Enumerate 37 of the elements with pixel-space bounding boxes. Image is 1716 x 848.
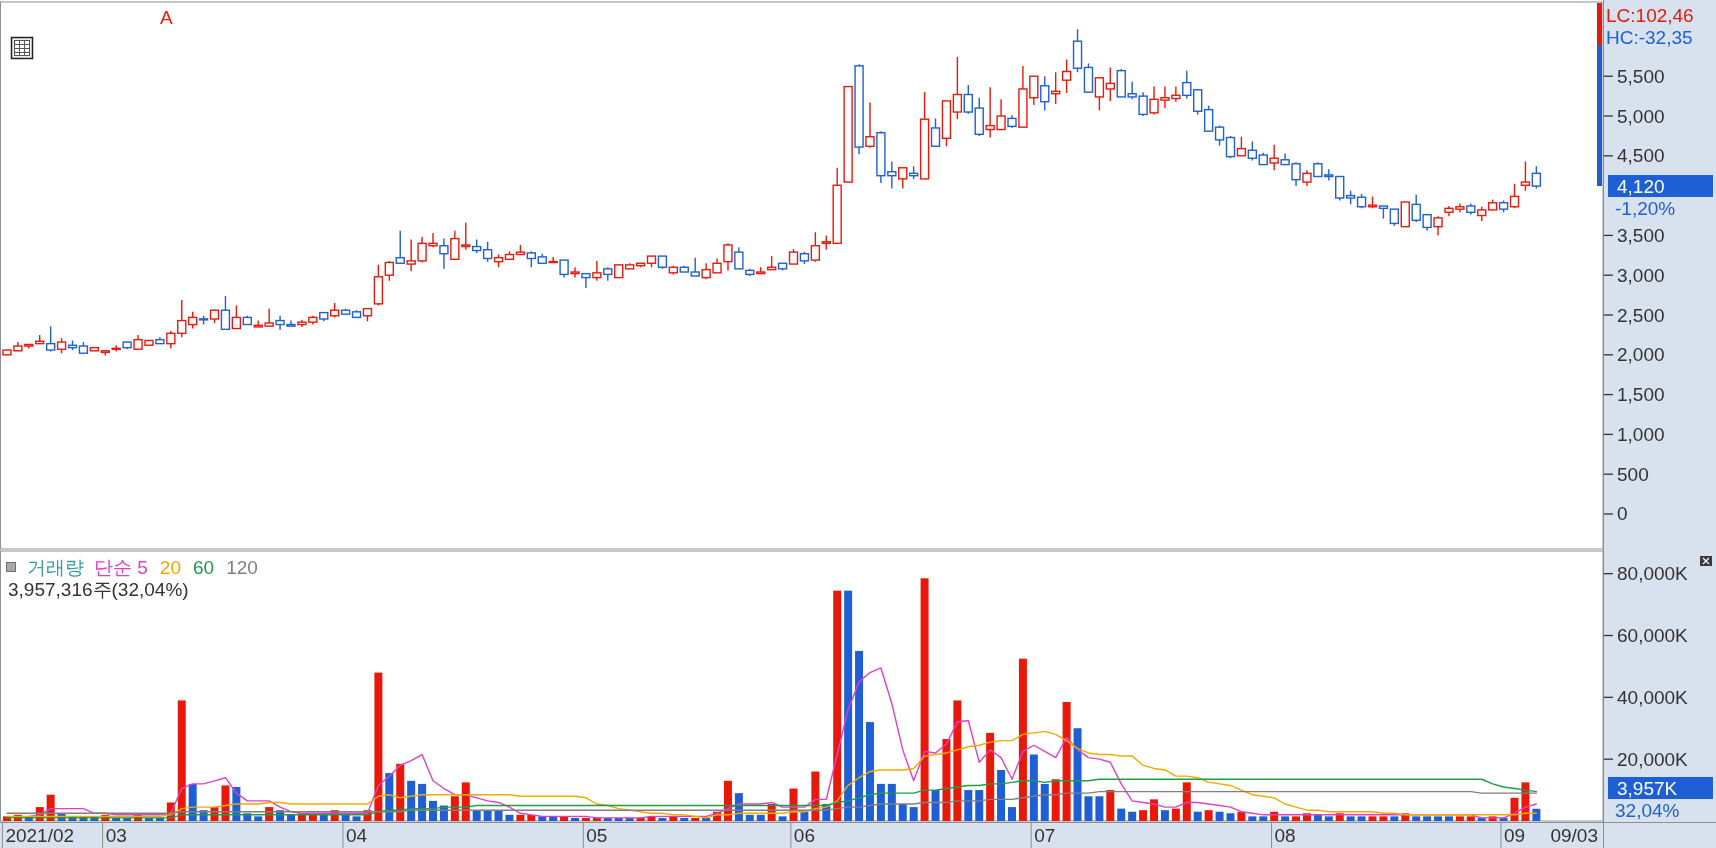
text: 60: [193, 556, 215, 578]
y-tick-label: 4,500: [1617, 145, 1665, 167]
y-tick-label: 1,500: [1617, 384, 1665, 406]
y-tick-label: 1,000: [1617, 423, 1665, 445]
y-tick-label: 2,000: [1617, 344, 1665, 366]
y-tick-label: 3,000: [1617, 264, 1665, 286]
text: 4,120: [1617, 175, 1665, 197]
text: 단순 5: [94, 556, 148, 578]
y-tick-label: 0: [1617, 503, 1628, 525]
text: 120: [226, 556, 258, 578]
y-tick-label: 20,000K: [1617, 748, 1689, 770]
x-tick-label: 08: [1274, 824, 1296, 846]
y-tick-label: 2,500: [1617, 304, 1665, 326]
x-tick-label: 03: [105, 824, 127, 846]
y-tick-label: 5,000: [1617, 105, 1665, 127]
x-tick-label: 07: [1034, 824, 1056, 846]
text: HC:-32,35: [1606, 26, 1693, 48]
y-tick-label: 500: [1617, 463, 1649, 485]
chart-title: 거래량: [27, 556, 84, 578]
annotation: A: [160, 6, 173, 28]
text: LC:102,46: [1606, 4, 1694, 26]
text: -1,20%: [1615, 197, 1676, 219]
y-tick-label: 5,500: [1617, 65, 1665, 87]
y-tick-label: 40,000K: [1617, 686, 1689, 708]
y-tick-label: 3,500: [1617, 224, 1665, 246]
text: 20: [159, 556, 181, 578]
x-tick-label: 05: [586, 824, 608, 846]
x-tick-label: 06: [793, 824, 816, 846]
y-tick-label: 80,000K: [1617, 563, 1689, 585]
x-tick-label: 04: [345, 824, 368, 846]
text: 09/03: [1550, 824, 1598, 846]
x-tick-label: 09: [1503, 824, 1526, 846]
text: 32,04%: [1615, 799, 1680, 821]
y-tick-label: 60,000K: [1617, 624, 1689, 646]
x-tick-label: 2021/02: [5, 824, 75, 846]
text: 3,957K: [1617, 777, 1678, 799]
annotation: 3,957,316주(32,04%): [8, 578, 189, 600]
